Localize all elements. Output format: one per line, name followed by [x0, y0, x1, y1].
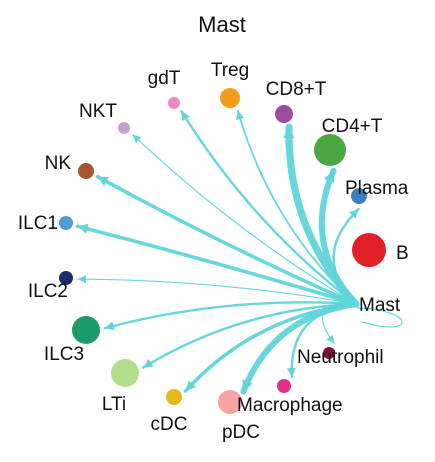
node-label-ilc1: ILC1 — [18, 213, 58, 234]
node-layer — [59, 88, 386, 414]
node-nkt — [118, 122, 130, 134]
node-gdt — [168, 97, 180, 109]
arrowhead-ilc1 — [77, 223, 89, 234]
node-cd4-plust — [314, 134, 346, 166]
arrowhead-cd8-plust — [283, 127, 295, 139]
edge-mast-to-nk — [95, 174, 358, 306]
diagram-title: Mast — [198, 12, 246, 37]
arrowhead-ilc3 — [104, 321, 115, 331]
node-ilc3 — [72, 316, 100, 344]
node-label-cd4-plust: CD4+T — [322, 116, 383, 137]
arrowhead-treg — [236, 110, 245, 121]
node-label-mast: Mast — [359, 295, 401, 316]
edge-mast-to-ilc3 — [103, 301, 358, 330]
node-label-nkt: NKT — [79, 101, 117, 122]
node-label-ilc2: ILC2 — [28, 281, 68, 302]
arrowhead-cdc — [185, 380, 197, 392]
arrowhead-nkt — [132, 134, 142, 144]
arrowhead-lti — [143, 359, 154, 368]
node-plasma — [351, 188, 367, 204]
node-label-cd8-plust: CD8+T — [266, 79, 327, 100]
arrowhead-ilc2 — [77, 275, 86, 284]
edge-mast-to-gdt — [180, 109, 358, 306]
arrowhead-cd4-plust — [324, 170, 335, 183]
edge-mast-self-loop — [357, 307, 403, 328]
arrowhead-nk — [97, 176, 109, 186]
node-label-neutrophil: Neutrophil — [297, 347, 384, 368]
node-label-macrophage: Macrophage — [237, 395, 343, 416]
node-label-nk: NK — [45, 153, 72, 174]
node-cdc — [166, 389, 182, 405]
edge-mast-to-plasma — [332, 207, 360, 306]
node-label-cdc: cDC — [151, 414, 188, 435]
arrowhead-pdc — [242, 379, 253, 392]
edge-mast-to-lti — [142, 302, 358, 369]
node-label-lti: LTi — [102, 394, 126, 415]
node-label-b: B — [396, 243, 409, 264]
node-b — [352, 233, 386, 267]
edge-mast-to-ilc2 — [77, 278, 357, 305]
node-neutrophil — [323, 347, 335, 359]
node-nk — [78, 163, 94, 179]
label-layer: Mast gdT Treg CD8+T CD4+T Plasma B NKT NK ILC1 ILC… — [18, 60, 409, 443]
node-macrophage — [277, 379, 291, 393]
edge-mast-to-macrophage — [290, 302, 358, 379]
node-treg — [220, 88, 240, 108]
arrowhead-plasma — [349, 208, 359, 219]
edge-layer — [75, 109, 403, 395]
node-lti — [111, 359, 139, 387]
node-label-gdt: gdT — [148, 68, 181, 89]
node-ilc2 — [59, 271, 73, 285]
edge-mast-to-ilc1 — [75, 224, 358, 306]
node-label-plasma: Plasma — [345, 178, 409, 199]
arrowhead-neutrophil — [326, 334, 335, 344]
node-label-treg: Treg — [211, 60, 249, 81]
edge-mast-to-nkt — [132, 134, 357, 305]
node-ilc1 — [59, 216, 73, 230]
node-label-ilc3: ILC3 — [44, 344, 84, 365]
arrowhead-macrophage — [286, 367, 296, 377]
node-label-pdc: pDC — [222, 422, 260, 443]
arrowhead-gdt — [181, 111, 190, 122]
node-pdc — [218, 390, 242, 414]
edge-mast-to-neutrophil — [321, 303, 357, 344]
node-cd8-plust — [275, 105, 293, 123]
